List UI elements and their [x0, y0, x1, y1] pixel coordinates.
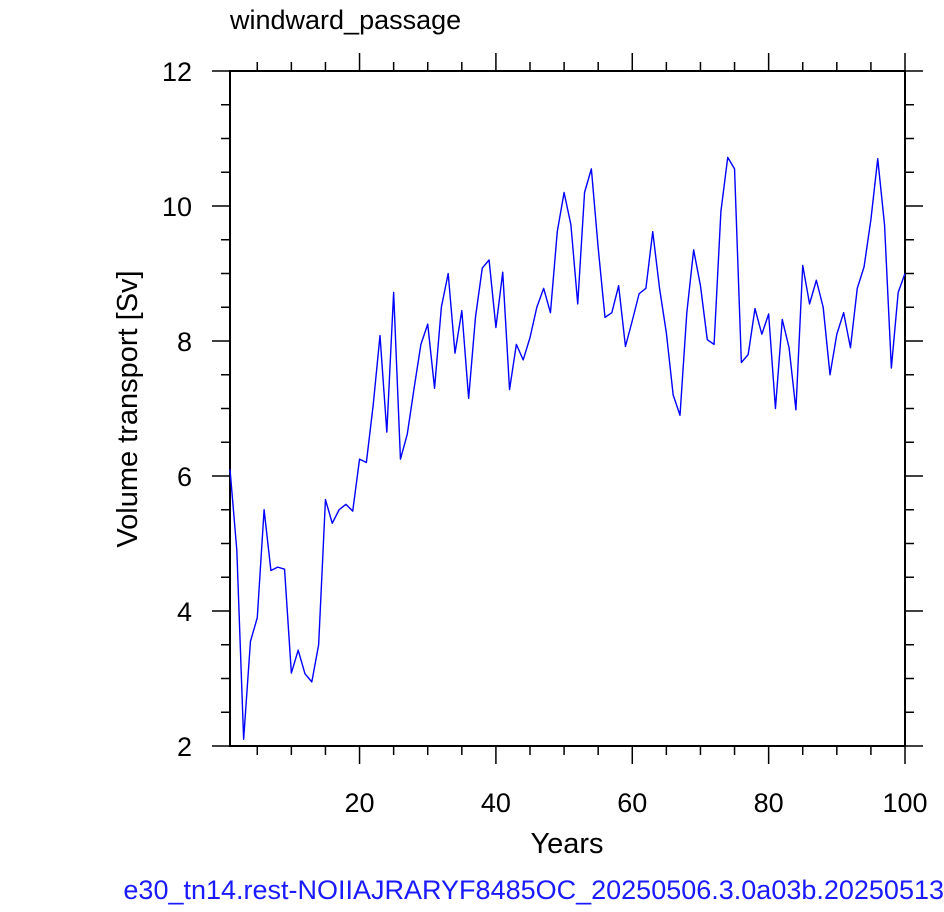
plot-axes [229, 70, 906, 747]
plot-frame [229, 70, 906, 747]
y-tick-label: 8 [177, 327, 192, 357]
chart-title: windward_passage [229, 5, 461, 35]
y-tick-label: 10 [162, 192, 192, 222]
data-series [229, 156, 906, 740]
case-name-caption: e30_tn14.rest-NOIIAJRARYF8485OC_20250506… [123, 875, 944, 905]
x-tick-label: 20 [345, 788, 375, 818]
x-tick-label: 40 [481, 788, 511, 818]
y-tick-label: 4 [177, 597, 192, 627]
y-tick-label: 6 [177, 462, 192, 492]
y-tick-label: 12 [162, 57, 192, 87]
y-tick-label: 2 [177, 732, 192, 762]
x-tick-label: 80 [754, 788, 784, 818]
series-line [229, 156, 906, 740]
x-axis-label: Years [530, 828, 603, 860]
x-tick-label: 100 [882, 788, 927, 818]
y-axis-label: Volume transport [Sv] [112, 270, 144, 547]
axis-ticks [212, 53, 923, 764]
axis-tick-labels: 20 40 60 80 100 2 4 6 8 10 12 [162, 57, 928, 818]
x-tick-label: 60 [617, 788, 647, 818]
